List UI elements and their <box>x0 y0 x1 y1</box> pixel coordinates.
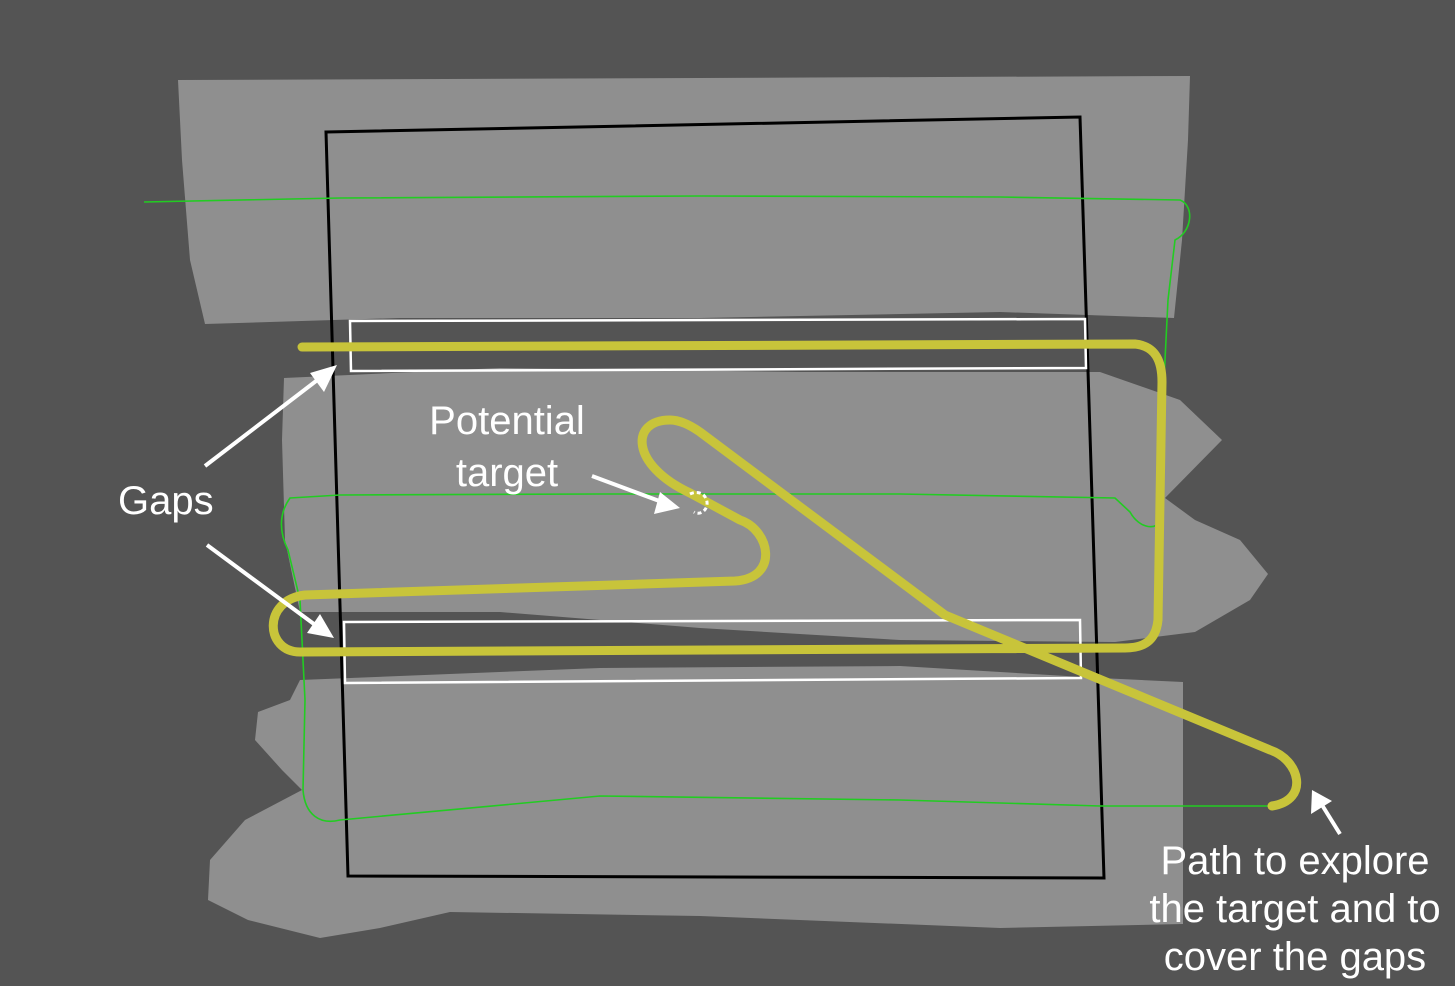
arrow-path <box>1320 803 1342 836</box>
arrowhead-gaps-upper-icon <box>310 365 337 392</box>
path-label-line2: the target and to <box>1149 887 1440 931</box>
gap-box-upper <box>348 317 1088 373</box>
potential-target-marker <box>689 490 709 515</box>
covered-areas <box>178 76 1268 938</box>
vehicle-track <box>143 195 1270 822</box>
annotation-arrows <box>203 365 1342 836</box>
arrowhead-target-icon <box>654 492 680 514</box>
gaps-label: Gaps <box>118 479 214 523</box>
arrow-target <box>591 474 663 504</box>
path-label-line1: Path to explore <box>1160 839 1429 883</box>
path-label-line3: cover the gaps <box>1164 935 1426 979</box>
covered-swath-top <box>178 76 1190 324</box>
gap-boxes <box>342 317 1088 685</box>
arrowhead-path-icon <box>1311 790 1332 814</box>
potential-target-label-line1: Potential <box>429 399 585 443</box>
planned-path <box>268 339 1302 811</box>
arrowhead-gaps-lower-icon <box>307 614 334 638</box>
covered-swath-middle <box>282 368 1268 642</box>
arrow-gaps-lower <box>205 543 320 629</box>
gap-box-lower <box>342 618 1083 685</box>
potential-target-label-line2: target <box>456 451 558 495</box>
survey-area-boundary <box>324 115 1106 880</box>
arrow-gaps-upper <box>203 376 322 468</box>
covered-swath-bottom <box>208 666 1183 938</box>
